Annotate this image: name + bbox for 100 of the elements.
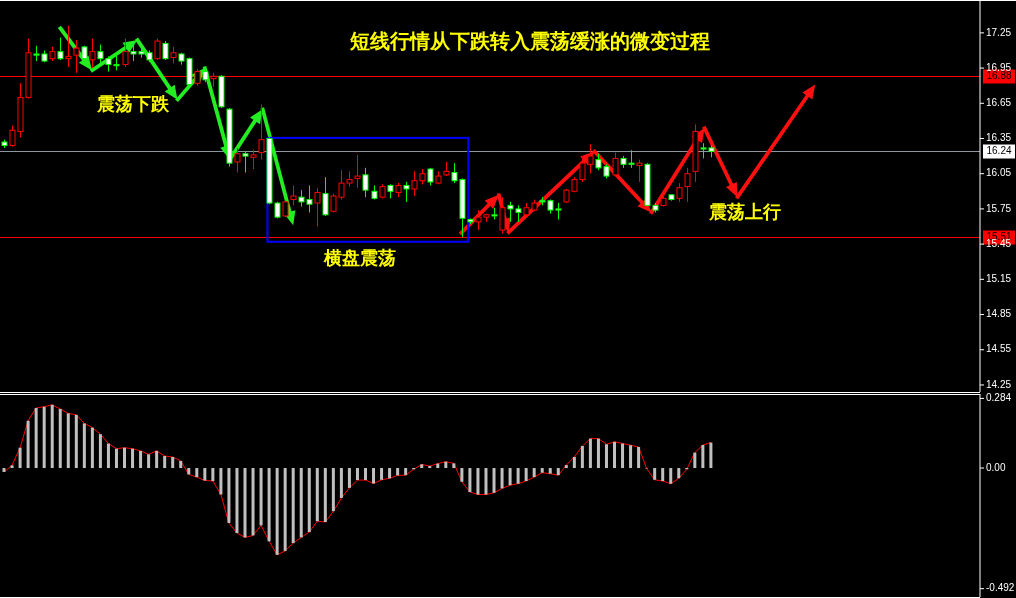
bar [18, 447, 22, 469]
bar [187, 468, 191, 475]
text: 短线行情从下跌转入震荡缓涨的微变过程 [349, 30, 710, 52]
bar [355, 468, 359, 481]
y-tick-label: 0.284 [986, 392, 1012, 404]
y-tick-label: 16.65 [986, 96, 1012, 108]
bar [564, 465, 568, 469]
y-tick-label: 16.35 [986, 132, 1012, 144]
bar [195, 468, 199, 478]
bar [139, 450, 143, 469]
bar [58, 408, 62, 469]
bar [637, 446, 641, 469]
bar [163, 456, 167, 469]
bar [147, 454, 151, 469]
bar [50, 404, 54, 469]
bar [588, 438, 592, 469]
bar [10, 465, 14, 469]
bar [621, 443, 625, 469]
bar [299, 468, 303, 538]
bar [532, 468, 536, 478]
bar [661, 468, 665, 482]
bar [508, 468, 512, 486]
bar [315, 468, 319, 522]
y-tick-label: 16.05 [986, 167, 1012, 179]
bar [693, 452, 697, 469]
bar [74, 414, 78, 469]
bar [540, 468, 544, 473]
bar [548, 468, 552, 474]
bar [596, 438, 600, 469]
bar [709, 442, 713, 469]
bar [476, 468, 480, 495]
bar [436, 463, 440, 469]
bar [26, 420, 30, 469]
bar [106, 443, 110, 469]
y-tick-label: 14.55 [986, 343, 1012, 355]
bar [677, 468, 681, 479]
bar [227, 468, 231, 523]
bar [580, 445, 584, 469]
bar [98, 434, 102, 469]
bar [90, 427, 94, 469]
bar [572, 457, 576, 469]
bar [114, 448, 118, 469]
bar [66, 413, 70, 469]
bar [34, 407, 38, 469]
bar [404, 468, 408, 476]
bar [171, 457, 175, 469]
bar [452, 463, 456, 469]
bar [251, 468, 255, 536]
bar [420, 464, 424, 469]
bar [604, 444, 608, 469]
bar [363, 468, 367, 481]
bar [331, 468, 335, 512]
bar [307, 468, 311, 533]
bar [42, 406, 46, 469]
bar [492, 468, 496, 493]
bar [556, 468, 560, 476]
bar [484, 468, 488, 495]
y-tick-label: 17.25 [986, 26, 1012, 38]
bar [444, 461, 448, 469]
bar [669, 468, 673, 484]
bar [203, 468, 207, 481]
bar [2, 468, 6, 472]
bar [283, 468, 287, 551]
bar [259, 468, 263, 526]
bar [524, 468, 528, 482]
ref-line-label: 16.88 [986, 70, 1012, 82]
bar [653, 468, 657, 480]
bar [323, 468, 327, 522]
bar [372, 468, 376, 484]
annotation: 震荡下跌 [95, 94, 170, 115]
bar [396, 468, 400, 476]
bar [123, 447, 127, 469]
bar [243, 468, 247, 538]
bar [275, 468, 279, 555]
bar [219, 468, 223, 495]
bar [701, 445, 705, 469]
bar [388, 468, 392, 479]
bar [291, 468, 295, 544]
bar [613, 441, 617, 469]
y-tick-label: -0.492 [986, 582, 1015, 594]
y-tick-label: 14.25 [986, 378, 1012, 390]
bar [235, 468, 239, 534]
y-tick-label: 14.85 [986, 308, 1012, 320]
bar [516, 468, 520, 484]
bar [468, 468, 472, 493]
bar [629, 445, 633, 469]
bar [500, 468, 504, 489]
bar [460, 468, 464, 482]
bar [267, 468, 271, 542]
y-tick-label: 15.15 [986, 272, 1012, 284]
bar [82, 423, 86, 469]
bar [155, 450, 159, 469]
bar [339, 468, 343, 498]
annotation: 震荡上行 [707, 202, 781, 223]
bar [179, 460, 183, 469]
y-tick-label: 15.75 [986, 202, 1012, 214]
ref-line-label: 16.24 [986, 145, 1012, 157]
bar [347, 468, 351, 488]
y-tick-label: 0.00 [986, 461, 1006, 473]
bar [131, 448, 135, 469]
